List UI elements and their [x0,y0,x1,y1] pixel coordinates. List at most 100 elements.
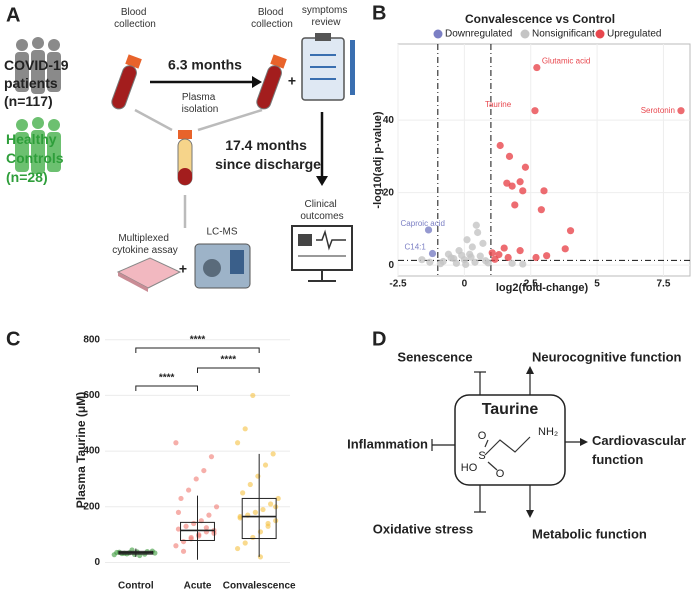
point [500,244,508,252]
interval-label: 17.4 months since discharge [215,137,321,172]
effect-label: Oxidative stress [373,521,473,536]
arrow [134,108,173,132]
arrow [197,108,263,132]
atom: O [496,468,505,480]
text-line: since discharge [215,156,321,172]
legend-label: Downregulated [445,29,512,40]
step-label: Blood collection [251,7,293,30]
point [505,152,514,160]
text-line: outcomes [300,211,343,222]
atom: O [478,430,487,442]
point [426,258,434,266]
text-line: review [312,17,342,28]
point [561,245,569,253]
point [180,538,187,545]
point [484,259,492,267]
point [257,529,264,535]
point [463,236,471,244]
box-plot: 0 200 400 600 800 Plasma Taurine (μM) Control A… [74,330,296,592]
point [267,501,274,507]
x-axis-label: log2(fold-change) [496,282,589,294]
significance-label: **** [221,355,237,366]
text-line: (n=28) [6,169,48,185]
point [206,512,212,518]
point [183,523,189,529]
point [519,260,527,268]
panel-label: A [6,4,20,26]
point [275,495,281,502]
point [468,243,476,251]
x-tick-label: Convalescence [223,581,296,592]
effect-lines [431,371,582,513]
point [495,251,503,259]
text-line: (n=117) [4,93,53,109]
point [521,163,530,171]
y-axis-label: -log10(adj p-value) [372,111,384,209]
significance-bracket [135,385,198,391]
y-tick-label: 200 [83,501,100,512]
point [540,187,548,195]
effect-label: Metabolic function [532,526,647,541]
legend-swatch [595,29,605,39]
point [428,249,437,258]
point [237,513,243,520]
point-label: Caproic acid [401,219,445,228]
legend-label: Upregulated [607,29,661,40]
text-line: symptoms [302,5,348,16]
clipboard-icon [301,33,355,101]
point [260,506,266,513]
x-tick-label: 7.5 [657,279,671,290]
step-label: Plasma isolation [182,92,219,115]
x-tick-label: Acute [184,581,212,592]
significance-bracket [135,347,260,353]
point [436,260,445,268]
point-label: Serotonin [641,106,675,115]
point [566,227,575,235]
point [496,141,504,150]
point [186,487,192,493]
blood-tube [111,54,142,110]
y-axis-label: Plasma Taurine (μM) [74,392,88,508]
point [519,187,527,195]
text-line: Cardiovascular [592,433,686,448]
point [265,520,271,527]
point [516,247,524,255]
step-label: Clinical outcomes [300,199,343,222]
chart-title: Convalescence vs Control [465,12,615,26]
effect-label: Cardiovascular function [592,433,690,467]
step-label: LC-MS [206,227,237,238]
people-icon [15,37,61,94]
x-tick-label: Control [118,581,154,592]
taurine-box [454,394,566,486]
point [196,533,202,539]
point [677,107,685,115]
significance-label: **** [159,373,175,384]
point [516,178,524,186]
plasma-tube [177,130,193,186]
plate-icon [116,257,182,292]
arrowhead [252,76,262,88]
text-line: cytokine assay [112,245,178,256]
significance-bracket [197,367,260,373]
significance-label: **** [190,335,206,346]
point [533,63,541,72]
point [240,490,246,496]
point [173,440,179,446]
point [152,550,158,556]
text-line: Healthy [6,131,57,147]
x-tick-label: 5 [594,279,600,290]
y-tick-label: 0 [94,557,100,568]
effect-label: Inflammation [347,436,428,451]
text-line: Plasma [182,92,216,103]
point [508,259,516,267]
point [262,462,269,468]
y-tick-label: 600 [83,390,100,401]
point [178,495,184,502]
point [488,249,496,257]
point [191,520,197,527]
text-line: Blood [258,7,284,18]
point [213,504,220,510]
point-label: Taurine [485,100,512,109]
point [208,454,215,460]
